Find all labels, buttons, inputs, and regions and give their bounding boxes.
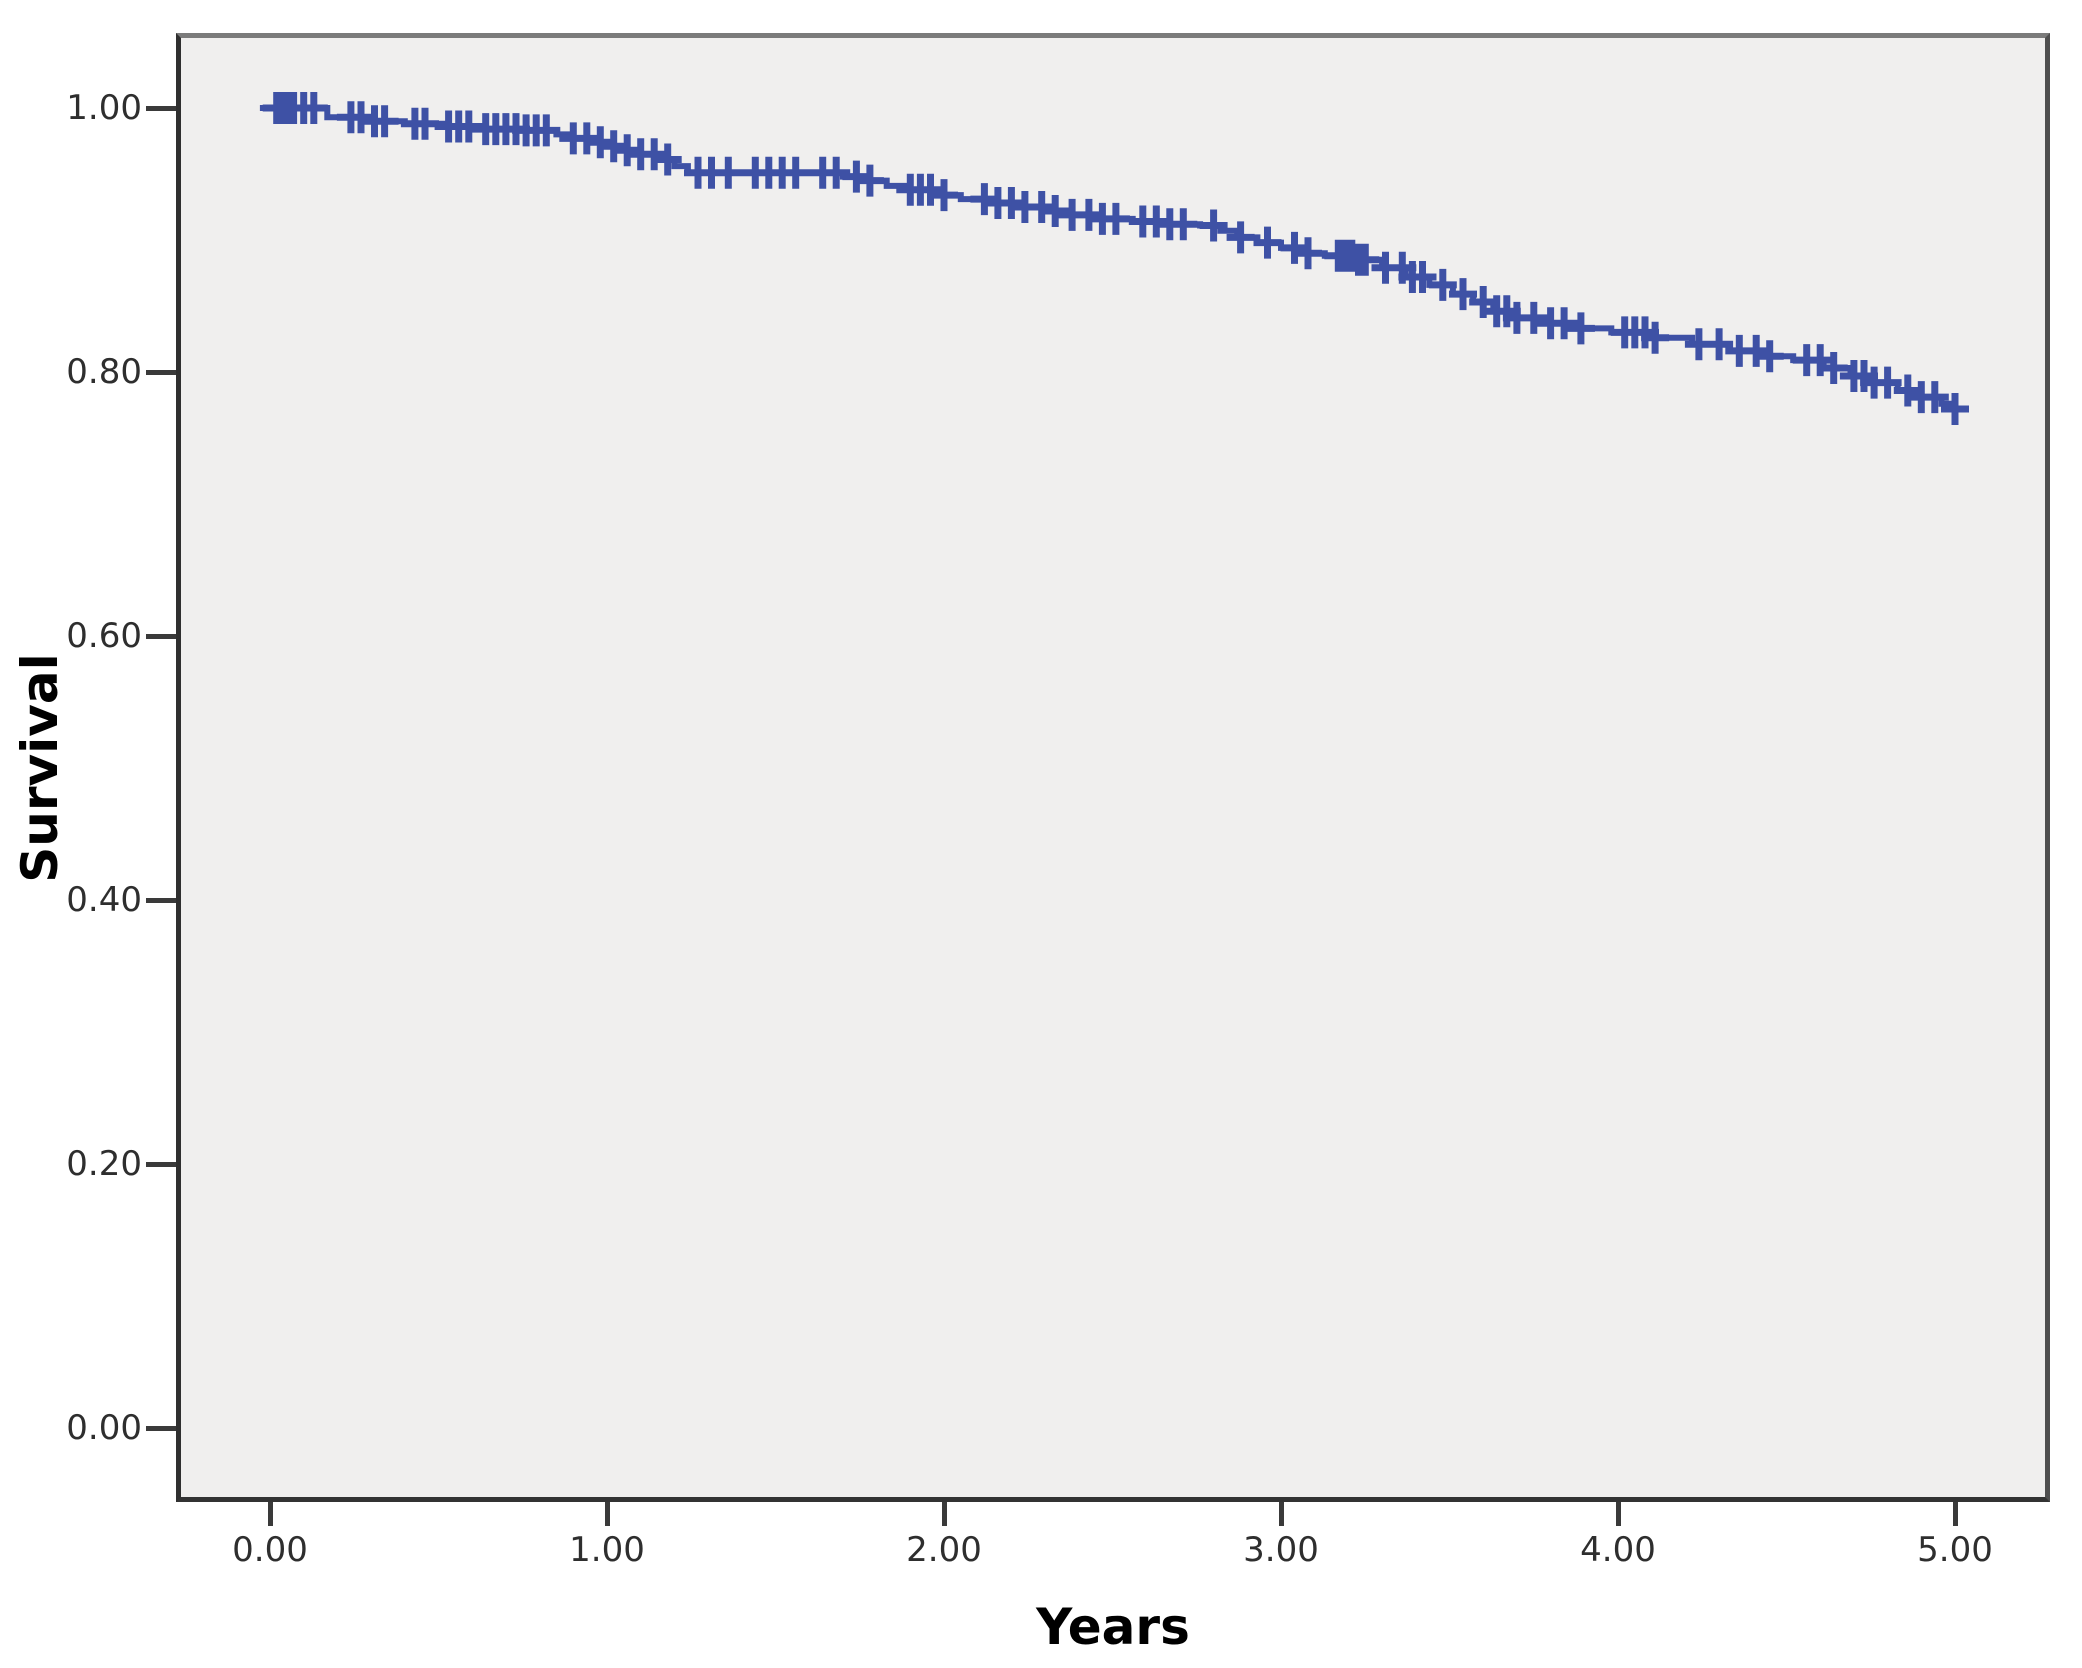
x-tick-label: 0.00 bbox=[232, 1530, 308, 1570]
y-tick-label: 1.00 bbox=[66, 88, 142, 128]
censor-marks bbox=[262, 92, 1969, 425]
x-tick-mark bbox=[267, 1502, 273, 1526]
y-tick-label: 0.00 bbox=[66, 1408, 142, 1448]
plot-area bbox=[176, 33, 2050, 1502]
x-tick-label: 1.00 bbox=[569, 1530, 645, 1570]
y-tick-mark bbox=[146, 1161, 176, 1167]
km-plot-svg bbox=[259, 92, 1969, 425]
x-tick-mark bbox=[941, 1502, 947, 1526]
y-tick-mark bbox=[146, 897, 176, 903]
y-tick-label: 0.40 bbox=[66, 880, 142, 920]
x-tick-label: 4.00 bbox=[1580, 1530, 1656, 1570]
x-tick-label: 3.00 bbox=[1243, 1530, 1319, 1570]
x-tick-mark bbox=[1278, 1502, 1284, 1526]
survival-curve bbox=[259, 105, 1966, 412]
x-axis-title: Years bbox=[1036, 1598, 1190, 1656]
y-axis-title: Survival bbox=[11, 653, 69, 883]
x-tick-mark bbox=[1615, 1502, 1621, 1526]
y-tick-label: 0.20 bbox=[66, 1144, 142, 1184]
x-tick-mark bbox=[1952, 1502, 1958, 1526]
y-tick-mark bbox=[146, 1425, 176, 1431]
y-tick-label: 0.60 bbox=[66, 616, 142, 656]
y-tick-mark bbox=[146, 105, 176, 111]
x-tick-mark bbox=[604, 1502, 610, 1526]
y-tick-mark bbox=[146, 633, 176, 639]
y-tick-label: 0.80 bbox=[66, 352, 142, 392]
x-tick-label: 2.00 bbox=[906, 1530, 982, 1570]
x-tick-label: 5.00 bbox=[1917, 1530, 1993, 1570]
y-tick-mark bbox=[146, 369, 176, 375]
